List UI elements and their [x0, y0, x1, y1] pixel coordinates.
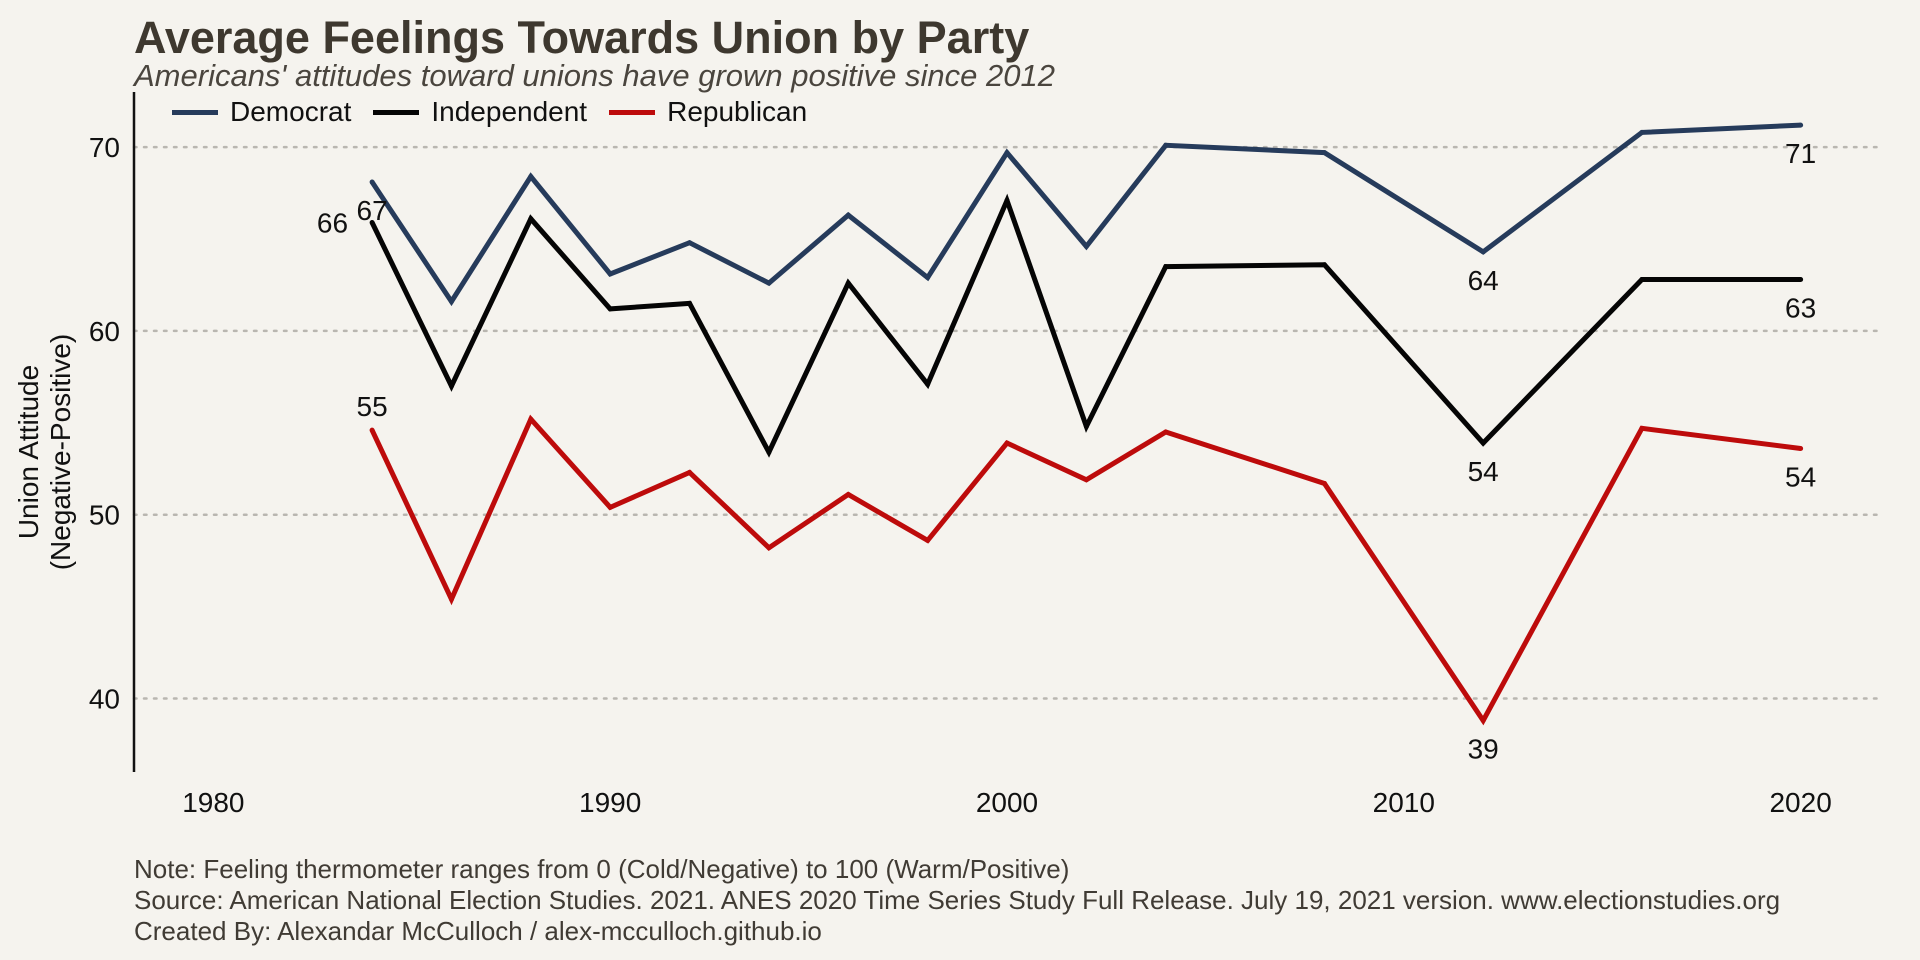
data-point-independent	[1798, 276, 1804, 282]
legend-label-republican: Republican	[667, 96, 808, 127]
data-label-republican-1984: 55	[357, 391, 388, 422]
data-point-independent	[528, 216, 534, 222]
data-point-republican	[1639, 425, 1645, 431]
x-tick-label-2020: 2020	[1769, 787, 1831, 818]
data-label-democrat-1984: 67	[357, 195, 388, 226]
data-point-independent	[607, 306, 613, 312]
data-point-democrat	[1083, 243, 1089, 249]
y-axis-title-line: Union Attitude	[13, 365, 44, 539]
data-point-independent	[1004, 197, 1010, 203]
x-tick-label-1980: 1980	[182, 787, 244, 818]
legend-swatch-democrat	[172, 109, 218, 115]
data-point-independent	[448, 383, 454, 389]
data-point-independent	[369, 219, 375, 225]
note-line: Note: Feeling thermometer ranges from 0 …	[134, 854, 1070, 884]
legend-item-democrat: Democrat	[172, 96, 351, 128]
data-point-republican	[607, 504, 613, 510]
data-point-independent	[845, 280, 851, 286]
axis-layer: 40 50 60 70 1980 1990 2000 2010 2020 Union Attitu…	[13, 92, 1832, 818]
data-point-democrat	[448, 299, 454, 305]
series-layer	[369, 122, 1804, 726]
credit-line: Created By: Alexandar McCulloch / alex-m…	[134, 916, 822, 946]
data-point-independent	[925, 381, 931, 387]
data-point-republican	[369, 427, 375, 433]
y-axis-title-line: (Negative-Positive)	[45, 334, 76, 571]
data-point-independent	[1321, 262, 1327, 268]
data-point-independent	[1639, 276, 1645, 282]
data-label-republican-2020: 54	[1785, 462, 1816, 493]
label-layer: 67 64 71 66 54 63 55 39 54	[317, 138, 1816, 764]
data-point-independent	[1083, 423, 1089, 429]
data-point-independent	[766, 449, 772, 455]
legend-label-democrat: Democrat	[230, 96, 352, 127]
series-line-independent	[369, 193, 1801, 458]
legend: Democrat Independent Republican	[172, 96, 807, 128]
y-axis-title: Union Attitude(Negative-Positive)	[13, 334, 76, 571]
data-point-democrat	[766, 280, 772, 286]
source-line: Source: American National Election Studi…	[134, 885, 1781, 915]
data-point-republican	[1004, 440, 1010, 446]
data-point-republican	[925, 537, 931, 543]
data-point-republican	[1083, 477, 1089, 483]
legend-label-independent: Independent	[431, 96, 588, 127]
data-point-democrat	[1480, 249, 1486, 255]
data-point-democrat	[687, 240, 693, 246]
y-tick-label-70: 70	[89, 132, 120, 163]
data-label-independent-2012: 54	[1468, 456, 1499, 487]
x-tick-label-2000: 2000	[976, 787, 1038, 818]
data-point-republican	[1321, 480, 1327, 486]
data-label-independent-1984: 66	[317, 207, 348, 238]
data-label-democrat-2020: 71	[1785, 138, 1816, 169]
legend-item-republican: Republican	[609, 96, 807, 128]
data-point-republican	[1163, 429, 1169, 435]
data-point-republican	[766, 545, 772, 551]
legend-item-independent: Independent	[373, 96, 587, 128]
y-tick-label-60: 60	[89, 316, 120, 347]
data-point-independent	[1480, 440, 1486, 446]
data-point-republican	[845, 491, 851, 497]
y-tick-label-50: 50	[89, 500, 120, 531]
data-point-republican	[687, 469, 693, 475]
data-point-democrat	[1321, 150, 1327, 156]
data-point-democrat	[845, 212, 851, 218]
data-point-democrat	[369, 179, 375, 185]
y-tick-label-40: 40	[89, 683, 120, 714]
data-point-democrat	[1639, 129, 1645, 135]
footnotes: Note: Feeling thermometer ranges from 0 …	[134, 854, 1780, 947]
data-point-democrat	[528, 174, 534, 180]
legend-swatch-republican	[609, 109, 656, 115]
data-point-democrat	[607, 271, 613, 277]
data-point-republican	[1798, 446, 1804, 452]
data-point-republican	[1480, 718, 1486, 724]
data-point-republican	[528, 416, 534, 422]
series-line-democrat	[370, 122, 1801, 307]
x-tick-label-2010: 2010	[1373, 787, 1435, 818]
data-point-democrat	[1163, 142, 1169, 148]
grid-layer	[132, 145, 1882, 700]
data-label-democrat-2012: 64	[1468, 265, 1499, 296]
data-point-democrat	[1798, 122, 1804, 128]
data-point-democrat	[1004, 150, 1010, 156]
series-line-republican	[369, 414, 1801, 726]
data-point-democrat	[925, 275, 931, 281]
chart-subtitle: Americans' attitudes toward unions have …	[134, 58, 1055, 93]
data-point-republican	[448, 596, 454, 602]
legend-swatch-independent	[373, 109, 420, 115]
x-tick-label-1990: 1990	[579, 787, 641, 818]
data-point-independent	[1163, 264, 1169, 270]
data-label-republican-2012: 39	[1468, 734, 1499, 765]
data-label-independent-2020: 63	[1785, 292, 1816, 323]
chart-title: Average Feelings Towards Union by Party	[134, 12, 1030, 63]
data-point-independent	[687, 300, 693, 306]
